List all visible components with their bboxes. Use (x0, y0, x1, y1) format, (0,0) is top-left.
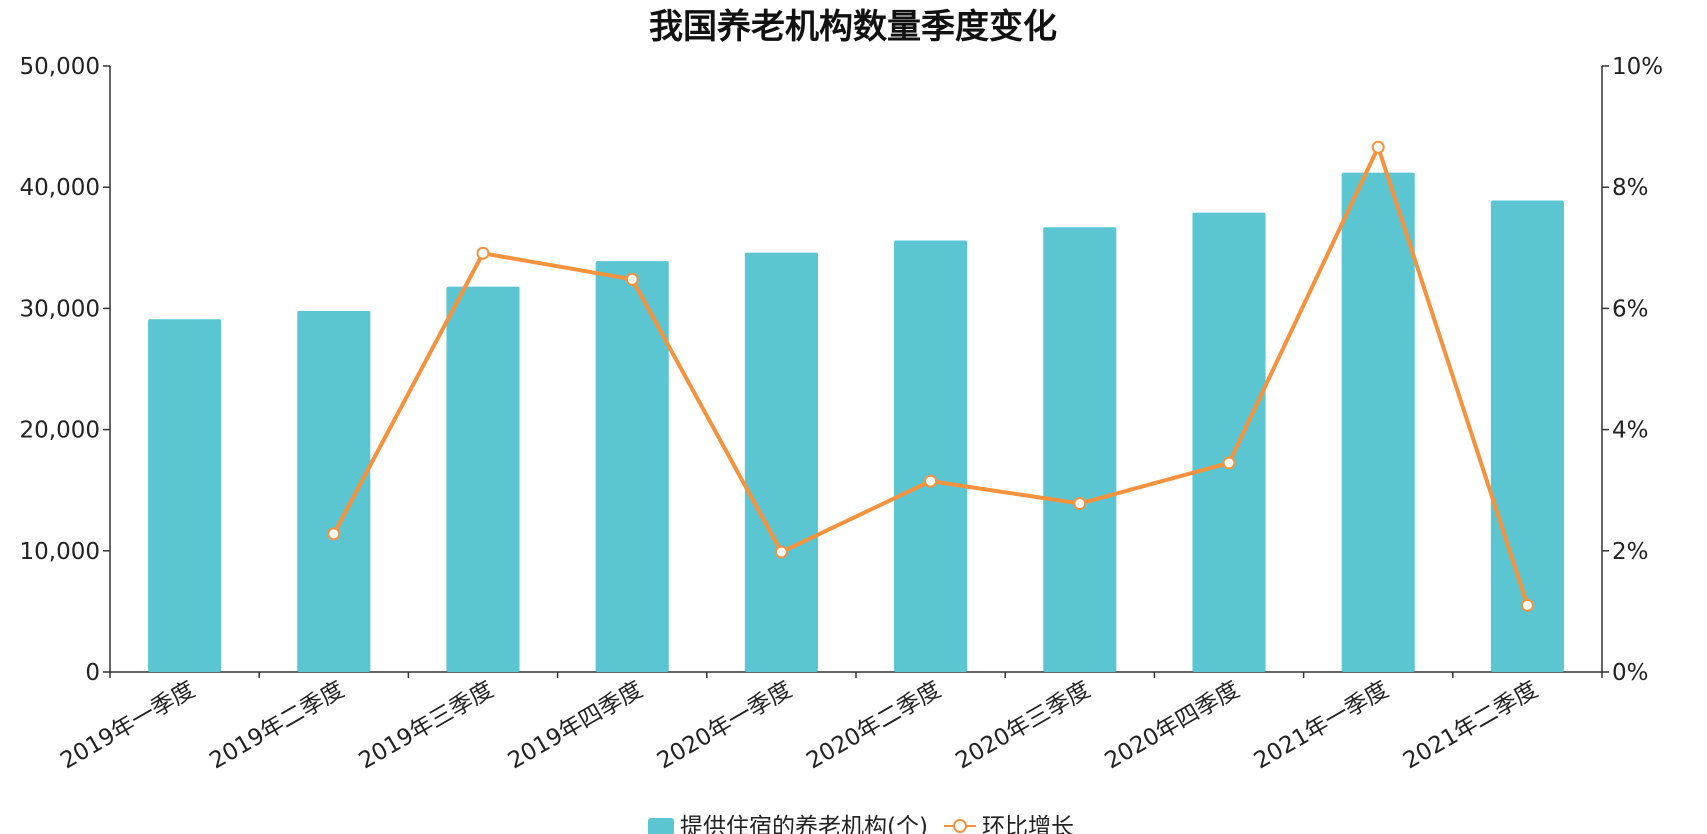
bars-layer (148, 172, 1564, 673)
x-tick-label: 2021年一季度 (1250, 677, 1393, 775)
bar (1192, 212, 1266, 673)
y-right-tick-label: 8% (1612, 175, 1649, 201)
y-left-tick-label: 30,000 (20, 296, 100, 322)
x-tick-label: 2019年四季度 (504, 677, 647, 775)
growth-point (1073, 497, 1087, 511)
y-right-tick-label: 2% (1612, 539, 1649, 565)
x-tick-label: 2020年一季度 (653, 677, 796, 775)
growth-point (1222, 456, 1236, 470)
y-right-tick-label: 10% (1612, 54, 1663, 80)
y-left-tick-label: 40,000 (20, 175, 100, 201)
y-right-tick-label: 0% (1612, 660, 1649, 686)
y-right-tick-label: 6% (1612, 296, 1649, 322)
bar (297, 310, 371, 672)
y-left-tick-label: 10,000 (20, 539, 100, 565)
growth-point (1520, 598, 1534, 612)
bar (595, 261, 669, 672)
x-tick-label: 2019年三季度 (355, 677, 498, 775)
growth-point (774, 545, 788, 559)
x-tick-label: 2021年二季度 (1399, 677, 1542, 775)
growth-point (1371, 140, 1385, 154)
legend: 提供住宿的养老机构(个) 环比增长 (648, 814, 1074, 834)
bar (1341, 172, 1415, 672)
growth-point (924, 474, 938, 488)
bar (1043, 227, 1117, 673)
chart-title: 我国养老机构数量季度变化 (649, 7, 1057, 47)
bar (894, 240, 968, 672)
x-tick-label: 2019年二季度 (205, 677, 348, 775)
legend-label-bar: 提供住宿的养老机构(个) (680, 814, 928, 834)
x-tick-label: 2020年四季度 (1101, 677, 1244, 775)
growth-point (625, 272, 639, 286)
y-left-tick-label: 20,000 (20, 418, 100, 444)
bar (148, 319, 222, 672)
growth-point (476, 246, 490, 260)
y-left-tick-label: 0 (85, 660, 100, 686)
axes-layer: 0 10,000 20,000 30,000 40,000 50,000 0% 2% 4% 6% 8… (20, 54, 1664, 774)
x-tick-label: 2020年三季度 (951, 677, 1094, 775)
x-tick-label: 2019年一季度 (56, 677, 199, 775)
legend-label-line: 环比增长 (982, 814, 1074, 834)
growth-point (327, 527, 341, 541)
x-tick-label: 2020年二季度 (802, 677, 945, 775)
legend-marker-line (953, 819, 967, 833)
y-right-tick-label: 4% (1612, 418, 1649, 444)
y-left-tick-label: 50,000 (20, 54, 100, 80)
legend-swatch-bar (648, 818, 674, 834)
bar (744, 252, 818, 672)
line-layer (327, 140, 1534, 612)
bar (446, 286, 520, 672)
